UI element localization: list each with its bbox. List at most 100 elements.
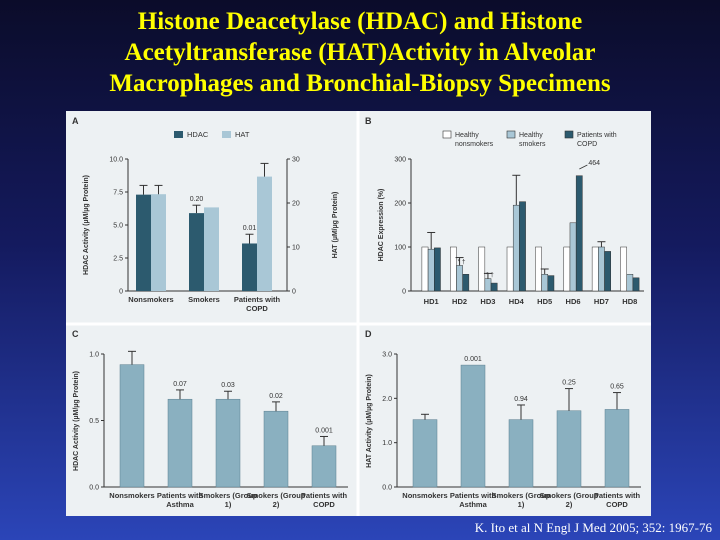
panel-a-y-axis-tick-label: 10.0 [109, 157, 123, 164]
panel-b-bar [506, 246, 514, 292]
panel-b-category-label: HD5 [537, 297, 552, 306]
panel-b-legend-label: Patients with [577, 132, 617, 139]
panel-b-bar [547, 275, 555, 292]
panel-b-significance-mark: * † [458, 258, 466, 265]
panel-a-y-axis-right-tick-label: 30 [292, 157, 300, 164]
panel-c-category-label: 1) [225, 500, 232, 509]
panel-a-category-label: COPD [246, 304, 268, 313]
panel-a-y-label-right: HAT (µM/µg Protein) [332, 192, 339, 259]
panel-d-p-value: 0.94 [514, 396, 528, 403]
panel-c-p-value: 0.07 [173, 381, 187, 388]
panel-b-bar [541, 274, 549, 292]
panel-c-p-value: 0.03 [221, 382, 235, 389]
panel-b-legend-label: nonsmokers [455, 141, 494, 148]
slide-title-line-2: Acetyltransferase (HAT)Activity in Alveo… [124, 39, 596, 66]
panel-b-bar [456, 265, 463, 292]
panel-b-legend-label: Healthy [455, 132, 479, 139]
panel-b-bar [490, 282, 498, 292]
panel-a-legend-swatch [222, 131, 231, 138]
panel-a-category-label: Patients with [234, 295, 281, 304]
panel-d-category-label: Nonsmokers [402, 491, 447, 500]
panel-c-bar [263, 410, 289, 488]
panel-b-bar [575, 175, 583, 292]
panel-a-y-axis-right-tick-label: 0 [292, 289, 296, 296]
panel-a-bar-hat [151, 194, 166, 291]
panel-a-legend-swatch [174, 131, 183, 138]
panel-b-bar [484, 278, 492, 292]
slide-title-line-3: Macrophages and Bronchial-Biopsy Specime… [109, 70, 611, 97]
panel-b-category-label: HD4 [509, 297, 525, 306]
panel-b-bar [434, 247, 441, 292]
panel-b-legend-label: Healthy [519, 132, 543, 139]
panel-b-significance-mark: * † [486, 272, 494, 279]
panel-b-bar [512, 204, 520, 292]
panel-a-y-axis-tick-label: 2.5 [113, 256, 123, 263]
panel-c-category-label: 2) [273, 500, 280, 509]
panel-b-legend-swatch [442, 130, 452, 139]
panel-b-bar [598, 246, 605, 292]
panel-a-y-label: HDAC Activity (µM/µg Protein) [83, 175, 90, 275]
panel-a-category-label: Nonsmokers [128, 295, 173, 304]
panel-a-p-value: 0.01 [243, 225, 257, 232]
panel-a-y-axis-tick-label: 7.5 [113, 190, 123, 197]
panel-d-letter: D [365, 329, 372, 339]
panel-a-bar-hdac [242, 243, 257, 291]
panel-c-y-axis-tick-label: 0.0 [89, 485, 99, 492]
panel-d-category-label: Asthma [459, 500, 487, 509]
panel-a-legend-label: HDAC [187, 130, 209, 139]
panel-d-bar [604, 409, 630, 488]
panel-b-legend-swatch [506, 130, 516, 139]
panel-b-bar [632, 277, 640, 292]
panel-b-bar [478, 246, 486, 292]
panel-c-category-label: Patients with [301, 491, 348, 500]
panel-d-category-label: 1) [518, 500, 525, 509]
panel-b-category-label: HD2 [452, 297, 467, 306]
slide-title-line-1: Histone Deacetylase (HDAC) and Histone [137, 8, 583, 35]
panel-c-category-label: Asthma [166, 500, 194, 509]
panel-d-category-label: 2) [566, 500, 573, 509]
panel-b-annotation-leader [579, 164, 588, 170]
panel-c-category-label: Smokers (Group [247, 491, 306, 500]
panel-c-category-label: Patients with [157, 491, 204, 500]
panel-a-bar-hat [204, 207, 219, 291]
panel-a-category-label: Smokers [188, 295, 220, 304]
panel-c-p-value: 0.001 [315, 427, 333, 434]
panel-d-y-axis-tick-label: 0.0 [382, 485, 392, 492]
panel-c-category-label: COPD [313, 500, 335, 509]
panel-d-bar [412, 419, 438, 488]
panel-c-y-axis-tick-label: 1.0 [89, 352, 99, 359]
panel-b-bar [620, 246, 627, 292]
panel-a-y-axis-tick-label: 5.0 [113, 223, 123, 230]
panel-b-letter: B [365, 116, 372, 126]
panel-d-p-value: 0.65 [610, 384, 624, 391]
panel-b-y-label: HDAC Expression (%) [378, 189, 385, 262]
panel-b-category-label: HD8 [622, 297, 637, 306]
panel-d-category-label: COPD [606, 500, 628, 509]
panel-a-y-axis-right-tick-label: 10 [292, 245, 300, 252]
panel-a-letter: A [72, 116, 79, 126]
panel-d-y-axis-tick-label: 2.0 [382, 396, 392, 403]
panel-b-bar [462, 274, 470, 292]
panel-a-bar-hat [257, 176, 272, 291]
panel-c-category-label: Nonsmokers [109, 491, 154, 500]
panel-d-category-label: Patients with [450, 491, 497, 500]
panel-b-annotation: 464 [588, 160, 600, 167]
panel-c-y-label: HDAC Activity (µM/µg Protein) [73, 371, 80, 471]
panel-b-bar [604, 251, 611, 292]
panel-b-bar [535, 246, 542, 292]
panel-d-y-axis-tick-label: 3.0 [382, 352, 392, 359]
panel-c-bar [119, 364, 145, 488]
panel-b-bar [427, 248, 435, 292]
panel-d-p-value: 0.25 [562, 380, 576, 387]
panel-b-legend-label: COPD [577, 141, 597, 148]
panel-a-y-axis-tick-label: 0 [119, 289, 123, 296]
panel-d-category-label: Smokers (Group [492, 491, 551, 500]
panel-b-category-label: HD1 [424, 297, 439, 306]
panel-b-legend-swatch [564, 130, 574, 139]
panel-b-bar [569, 222, 577, 292]
panel-d-bar [556, 410, 582, 488]
panel-c-letter: C [72, 329, 79, 339]
panel-c-bar [311, 445, 337, 488]
panel-d-bar [460, 364, 486, 488]
figure-chart-svg: A 0 2.5 5.0 7.5 10.0 0 10 20 30 HDAC Activity (µM/… [66, 111, 651, 516]
